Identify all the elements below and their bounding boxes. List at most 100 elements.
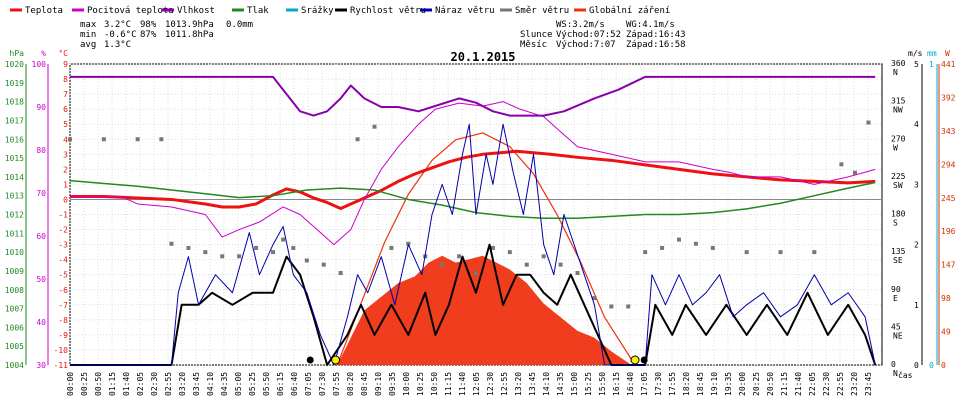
axis-tick-w: 245 [941,194,956,203]
axis-tick-wind-dir-label: NE [893,331,903,340]
x-tick-label: 07:30 [318,372,327,396]
x-axis-label: čas [898,370,913,380]
axis-label-w: W [945,49,950,58]
axis-tick-celsius: 1 [63,180,68,189]
axis-tick-hPa: 1007 [5,305,24,314]
legend-label: Globální záření [589,6,670,16]
axis-tick-celsius: -8 [58,316,68,325]
x-tick-label: 05:50 [262,372,271,396]
x-tick-label: 23:45 [864,372,873,396]
axis-tick-celsius: 9 [63,60,68,69]
wind-direction-point [541,254,546,259]
axis-tick-wind-dir: 315 [891,97,906,106]
stat-min-hum: 87% [140,30,157,40]
wind-direction-point [474,271,478,276]
axis-tick-wind-dir-label: N [893,68,898,77]
x-tick-label: 02:05 [136,372,145,396]
wind-direction-point [812,250,817,255]
axis-tick-w: 343 [941,127,956,136]
x-tick-label: 23:20 [850,372,859,396]
axis-tick-hPa: 1018 [5,98,24,107]
x-tick-label: 21:40 [794,372,803,396]
x-tick-label: 20:00 [738,372,747,396]
x-tick-label: 18:45 [696,372,705,396]
wind-direction-point [744,250,749,255]
stat-max-hum: 98% [140,20,157,30]
axis-tick-percent: 80 [36,146,46,155]
legend-label: Tlak [247,6,269,16]
series-radiation-area [337,255,632,365]
axis-tick-w: 196 [941,227,956,236]
wind-direction-point [592,296,597,301]
axis-tick-wind-dir: 135 [891,247,906,256]
wind-direction-point [677,237,681,242]
sun-label: Slunce [520,30,553,40]
axis-tick-hPa: 1011 [5,229,24,238]
axis-tick-wind-dir-label: N [893,369,898,378]
axis-tick-wind-dir-label: E [893,294,898,303]
axis-tick-celsius: -9 [58,331,68,340]
wind-direction-point [389,245,394,250]
stat-min-label: min [80,30,96,40]
axis-tick-wind-dir: 180 [891,210,906,219]
axis-tick-wind-dir: 270 [891,134,906,143]
axis-tick-w: 392 [941,93,956,102]
series-pocitová-teplota [70,101,876,246]
axis-tick-percent: 60 [36,232,46,241]
x-tick-label: 22:55 [836,372,845,396]
axis-tick-hPa: 1012 [5,211,24,220]
x-tick-label: 13:20 [514,372,523,396]
moon-marker [640,356,648,364]
x-tick-label: 09:10 [374,372,383,396]
wind-direction-point [203,250,208,255]
moon-set: Západ:16:58 [626,40,686,50]
axis-tick-celsius: 5 [63,120,68,129]
moon-marker [306,356,314,364]
wind-direction-point [866,120,871,125]
axis-label-wind-ms: m/s [908,49,923,58]
axis-tick-hPa: 1015 [5,154,24,163]
axis-tick-celsius: 3 [63,150,68,159]
wind-direction-point [693,241,698,246]
wind-direction-point [186,245,191,250]
axis-tick-celsius: 7 [63,90,68,99]
axis-tick-hPa: 1017 [5,116,24,125]
wind-direction-point [575,271,580,276]
wind-direction-point [852,170,857,175]
axis-tick-celsius: -7 [58,301,68,310]
axis-tick-percent: 100 [32,60,47,69]
axis-tick-wind-ms: 4 [914,120,919,129]
x-tick-label: 08:20 [346,372,355,396]
x-tick-label: 17:55 [668,372,677,396]
axis-tick-celsius: -2 [58,226,68,235]
x-tick-label: 16:15 [612,372,621,396]
x-tick-label: 19:35 [724,372,733,396]
legend-label: Pocitová teplota [87,6,174,16]
x-tick-label: 02:30 [150,372,159,396]
axis-tick-hPa: 1010 [5,248,24,257]
axis-tick-w: 147 [941,261,956,270]
wind-direction-point [159,137,164,142]
sun-marker [630,355,640,365]
legend-label: Náraz větru [435,6,495,16]
x-tick-label: 07:05 [304,372,313,396]
x-tick-label: 17:30 [654,372,663,396]
stat-max-label: max [80,20,97,30]
axis-tick-w: 0 [941,361,946,370]
sun-rise: Východ:07:52 [556,30,621,40]
x-tick-label: 05:25 [248,372,257,396]
x-tick-label: 01:15 [108,372,117,396]
x-tick-label: 00:25 [80,372,89,396]
sun-set: Západ:16:43 [626,30,686,40]
axis-tick-hPa: 1008 [5,286,24,295]
axis-tick-percent: 70 [36,189,46,198]
x-tick-label: 12:30 [486,372,495,396]
x-tick-label: 11:40 [458,372,467,396]
x-tick-label: 03:20 [178,372,187,396]
axis-tick-w: 294 [941,160,956,169]
series-náraz-větru [70,123,876,366]
axis-tick-percent: 40 [36,318,46,327]
wind-direction-point [839,162,844,167]
wind-direction-point [643,250,648,255]
x-tick-label: 03:45 [192,372,201,396]
